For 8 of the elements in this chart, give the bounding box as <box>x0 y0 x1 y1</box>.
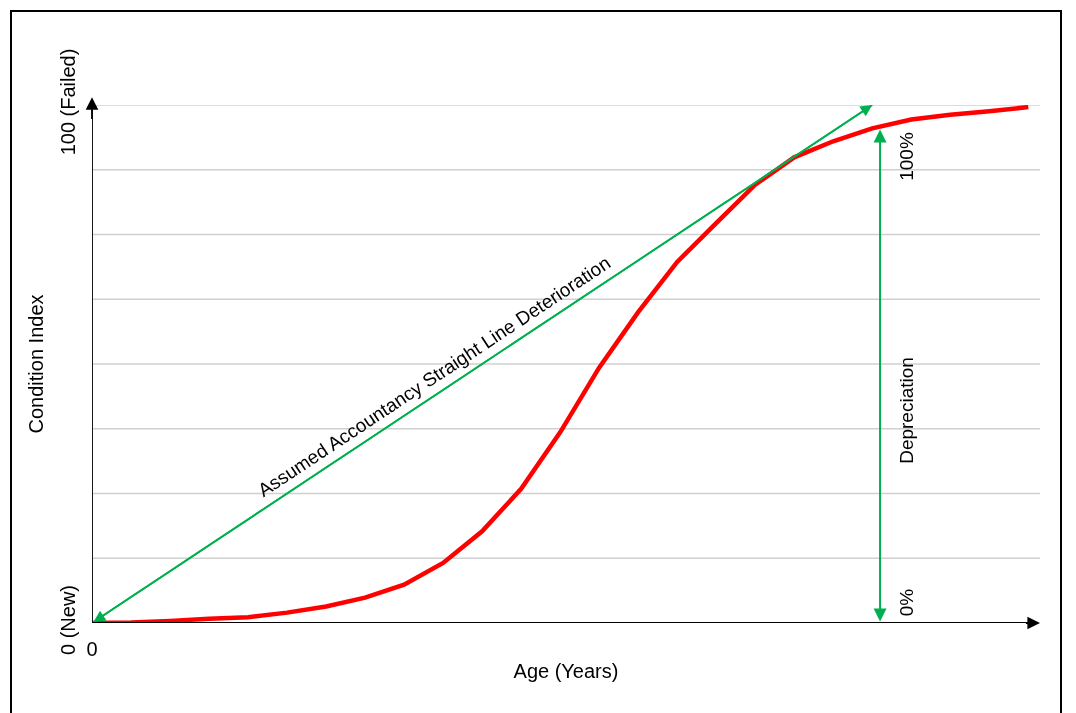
y-tick-label: 100 (Failed) <box>57 48 79 156</box>
annotation: Depreciation <box>895 357 917 464</box>
y-axis-title: Condition Index <box>24 294 47 434</box>
x-tick-label: 0 <box>86 638 98 660</box>
annotation: 0% <box>895 588 917 616</box>
x-axis-title: Age (Years) <box>513 659 619 682</box>
annotation: 100% <box>895 132 917 182</box>
y-tick-label: 0 (New) <box>57 584 79 656</box>
